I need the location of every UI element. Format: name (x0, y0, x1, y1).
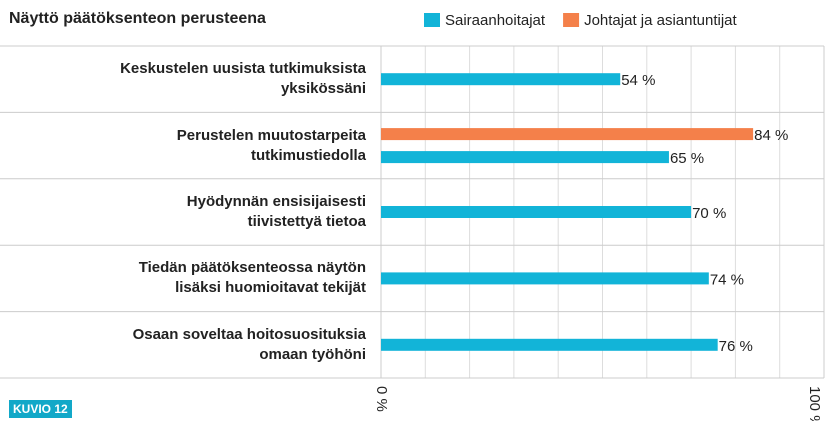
value-label: 84 % (754, 127, 788, 144)
x-tick-label: 100 % (806, 386, 823, 421)
legend-swatch (563, 13, 580, 27)
bar (381, 338, 718, 351)
value-label: 54 % (621, 72, 655, 89)
category-label: Keskustelen uusista tutkimuksista yksikö… (120, 60, 366, 98)
bar (381, 151, 669, 164)
bar (381, 73, 621, 86)
bar (381, 128, 754, 141)
bar (381, 272, 709, 285)
value-label: 74 % (710, 271, 744, 288)
category-label: Osaan soveltaa hoitosuosituksia omaan ty… (132, 325, 366, 363)
category-label: Hyödynnän ensisijaisesti tiivistettyä ti… (186, 193, 366, 230)
legend-swatch (424, 13, 440, 27)
category-label: Tiedän päätöksenteossa näytön lisäksi hu… (138, 259, 366, 297)
badge: KUVIO 12 (9, 400, 72, 418)
legend-label: Johtajat ja asiantuntijat (584, 12, 737, 29)
value-label: 65 % (670, 150, 704, 167)
value-label: 70 % (692, 205, 726, 222)
bar (381, 206, 692, 218)
value-label: 76 % (719, 338, 753, 355)
category-label: Perustelen muutostarpeita tutkimustiedol… (176, 126, 366, 164)
x-tick-label: 0 % (373, 386, 390, 412)
chart-title: Näyttö päätöksenteon perusteena (9, 10, 266, 27)
legend-label: Sairaanhoitajat (445, 12, 546, 29)
